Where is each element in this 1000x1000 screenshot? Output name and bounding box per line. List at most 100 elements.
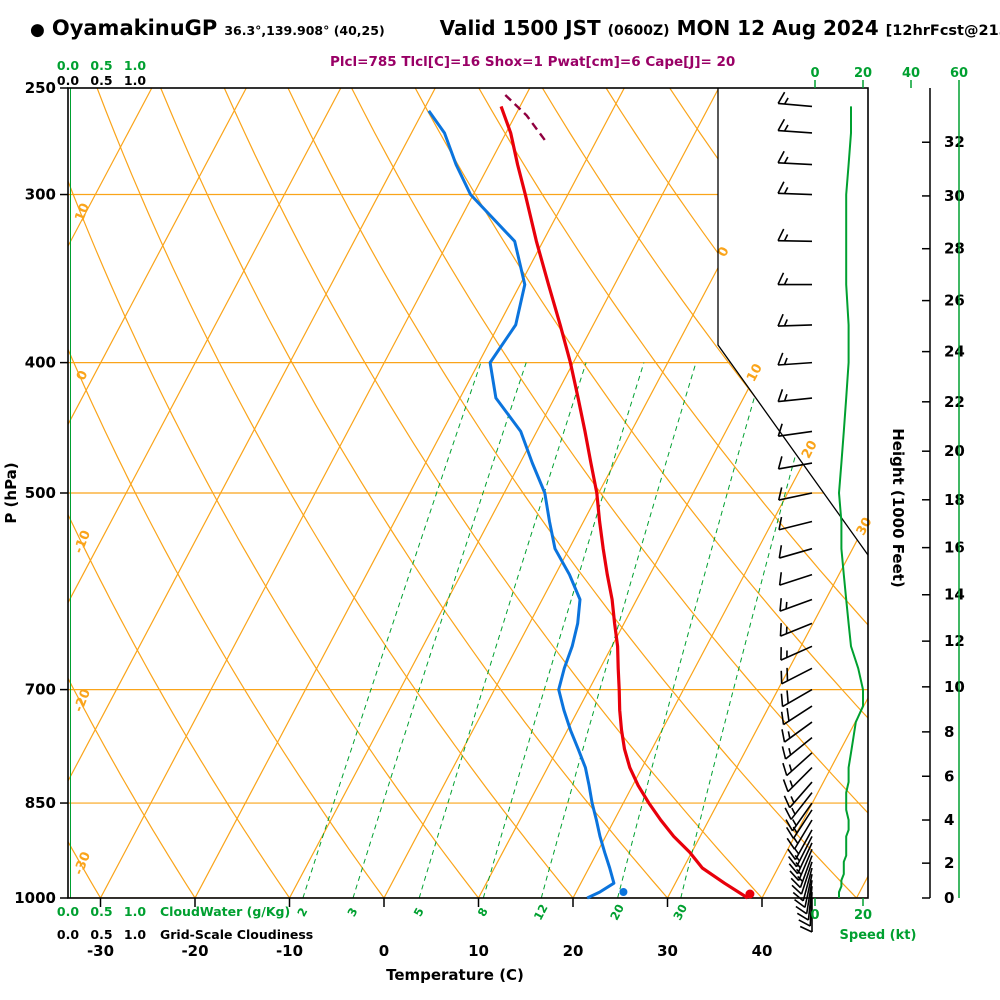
wind-barb-staff <box>804 873 813 908</box>
wind-barb-staff <box>779 573 813 586</box>
wind-barb-feather <box>777 352 784 366</box>
wind-barb-half-feather <box>790 796 795 804</box>
wind-barb-staff <box>805 880 813 914</box>
wind-barb-staff <box>799 855 813 888</box>
isotherm-line <box>68 88 436 898</box>
mixing-ratio-label: 20 <box>607 902 627 923</box>
wind-barb-feather <box>777 272 785 285</box>
wind-barb-staff <box>777 239 813 243</box>
wind-barb-feather <box>777 91 786 104</box>
dewpoint-curve <box>427 110 616 900</box>
wind-barb-half-feather <box>791 807 796 815</box>
mixing-ratio-label: 30 <box>670 902 690 923</box>
height-tick-label: 16 <box>944 539 965 557</box>
wind-barb-staff <box>791 802 813 832</box>
temp-tick-label: 20 <box>563 942 584 960</box>
cloudiness-scale-top: 0.0 <box>57 73 79 88</box>
dry-adiabat-line <box>287 88 857 898</box>
surface-dewpoint-dot <box>619 888 628 896</box>
wind-panel-boundary <box>717 88 869 556</box>
wind-barb-feather <box>792 891 804 902</box>
mixing-ratio-label: 8 <box>475 905 491 919</box>
height-tick-label: 22 <box>944 393 965 411</box>
wind-barb-staff <box>789 781 813 809</box>
wind-barb-feather <box>778 572 783 586</box>
speed-axis-title: Speed (kt) <box>840 928 917 943</box>
cloudwater-scale-bottom: 0.0 <box>57 904 79 919</box>
cloudiness-scale-bottom: 0.5 <box>90 927 112 942</box>
pressure-tick-label: 500 <box>25 484 56 502</box>
dry-adiabat-label: 10 <box>72 201 93 223</box>
height-tick-label: 12 <box>944 632 965 650</box>
dry-adiabat-line <box>478 88 868 898</box>
cloudiness-scale-top: 1.0 <box>124 73 146 88</box>
wind-barb-staff <box>786 752 813 777</box>
wind-barb-staff <box>778 129 813 134</box>
wind-barb-staff <box>800 861 813 895</box>
height-tick-label: 20 <box>944 442 965 460</box>
wind-barb-staff <box>778 102 813 108</box>
wind-barb-feather <box>779 598 782 612</box>
station-bullet-icon: ● <box>30 20 45 40</box>
temperature-curve <box>499 105 749 900</box>
temp-axis-title: Temperature (C) <box>386 966 524 984</box>
pressure-tick-label: 300 <box>25 186 56 204</box>
wind-speed-profile <box>837 106 864 898</box>
wind-barb-half-feather <box>792 819 797 826</box>
wind-barb-staff <box>778 520 813 531</box>
height-tick-label: 30 <box>944 187 965 205</box>
isotherm-line <box>666 88 868 898</box>
wind-barb-staff <box>779 598 813 612</box>
wind-barb-feather <box>791 884 803 895</box>
cloudwater-scale-bottom: 0.5 <box>90 904 112 919</box>
wind-barb-half-feather <box>783 277 789 285</box>
valid-date: MON 12 Aug 2024 <box>676 16 879 40</box>
wind-barb-half-feather <box>787 731 791 739</box>
wind-barb-staff <box>802 867 813 902</box>
wind-barb-feather <box>777 118 786 131</box>
mixing-ratio-line <box>617 362 765 898</box>
wind-barb-feather <box>790 877 801 889</box>
mixing-ratio-label: 12 <box>531 902 551 923</box>
wind-barb-staff <box>792 809 813 839</box>
mixing-ratio-line <box>680 362 822 898</box>
wind-barb-staff <box>780 622 813 637</box>
wind-barb-feather <box>796 912 809 921</box>
cloudwater-scale-top: 0.0 <box>57 58 79 73</box>
wind-barb-feather <box>782 779 789 792</box>
wind-barb-feather <box>777 150 785 164</box>
wind-barb-feather <box>787 855 798 868</box>
isotherm-label: 30 <box>854 515 876 538</box>
height-tick-label: 14 <box>944 586 965 604</box>
surface-temp-dot <box>745 889 755 899</box>
pressure-tick-label: 850 <box>25 794 56 812</box>
mixing-ratio-line <box>540 362 697 898</box>
dry-adiabat-line <box>541 88 868 898</box>
dry-adiabat-line <box>96 88 574 898</box>
speed-top-tick-label: 40 <box>902 66 920 81</box>
cloudwater-axis-title: CloudWater (g/Kg) <box>160 904 290 919</box>
wind-barb-feather <box>778 516 783 530</box>
temp-tick-label: -20 <box>181 942 208 960</box>
pressure-tick-label: 250 <box>25 79 56 97</box>
wind-barb-feather <box>780 711 785 725</box>
wind-barb-staff <box>777 192 813 196</box>
wind-barb-feather <box>777 228 785 242</box>
station-name: OyamakinuGP <box>51 16 218 40</box>
wind-barb-feather <box>794 898 806 909</box>
isotherm-label: 10 <box>744 361 766 384</box>
speed-bottom-tick-label: 20 <box>854 908 872 923</box>
height-tick-label: 0 <box>944 889 954 907</box>
wind-barb-staff <box>809 892 813 927</box>
wind-barb-staff <box>778 397 813 403</box>
wind-barbs <box>777 91 813 933</box>
wind-barb-staff <box>778 430 813 437</box>
wind-barb-staff <box>807 886 813 921</box>
temp-tick-label: -30 <box>87 942 114 960</box>
wind-barb-feather <box>787 848 797 861</box>
height-tick-label: 32 <box>944 133 965 151</box>
wind-barb-half-feather <box>794 854 801 862</box>
header: ● OyamakinuGP 36.3°,139.908° (40,25) Val… <box>30 16 1000 40</box>
